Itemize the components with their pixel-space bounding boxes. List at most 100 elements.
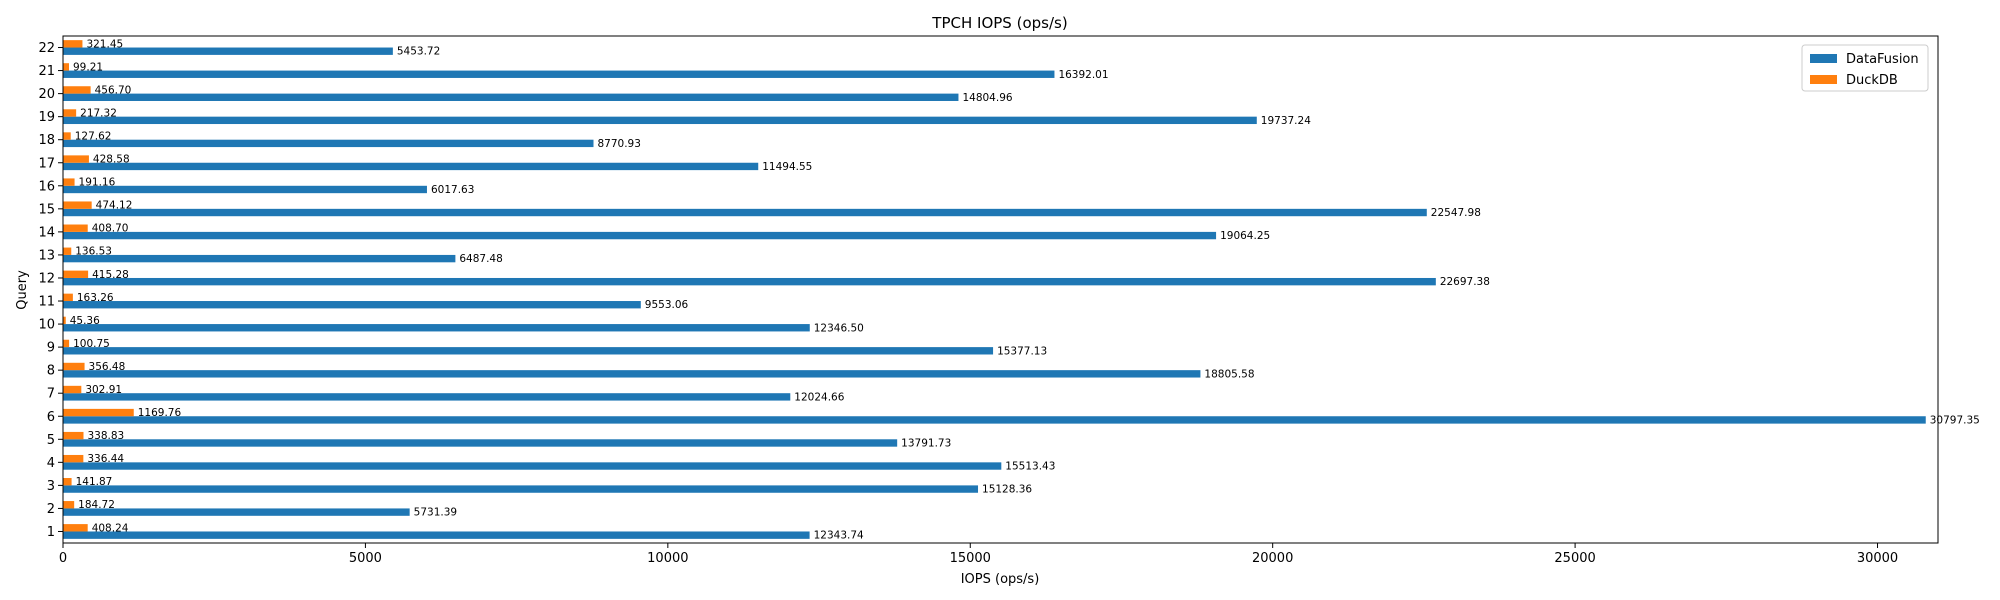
data-label-duckdb-q8: 356.48 bbox=[89, 361, 126, 373]
bar-duckdb-q10 bbox=[63, 316, 66, 325]
bar-duckdb-q19 bbox=[63, 109, 77, 117]
data-label-duckdb-q10: 45.36 bbox=[70, 315, 100, 327]
bar-datafusion-q15 bbox=[63, 208, 1427, 217]
x-tick-label-0: 0 bbox=[59, 551, 67, 566]
data-label-datafusion-q2: 5731.39 bbox=[414, 507, 457, 519]
data-label-datafusion-q16: 6017.63 bbox=[431, 184, 474, 196]
bar-datafusion-q2 bbox=[63, 508, 410, 516]
data-label-datafusion-q8: 18805.58 bbox=[1204, 368, 1254, 380]
y-tick-label-12: 12 bbox=[38, 271, 55, 286]
data-label-duckdb-q3: 141.87 bbox=[76, 476, 113, 488]
bar-duckdb-q17 bbox=[63, 155, 89, 163]
bar-datafusion-q1 bbox=[63, 531, 810, 539]
bar-duckdb-q5 bbox=[63, 431, 84, 440]
y-tick-label-2: 2 bbox=[47, 502, 55, 517]
data-label-datafusion-q17: 11494.55 bbox=[762, 161, 812, 173]
bar-datafusion-q6 bbox=[63, 416, 1926, 424]
y-tick-label-19: 19 bbox=[38, 110, 55, 125]
bar-datafusion-q18 bbox=[63, 139, 594, 148]
x-tick-label-10000: 10000 bbox=[647, 551, 688, 566]
data-label-duckdb-q9: 100.75 bbox=[73, 338, 110, 350]
data-label-datafusion-q7: 12024.66 bbox=[794, 391, 844, 403]
x-tick-label-5000: 5000 bbox=[349, 551, 382, 566]
bar-datafusion-q13 bbox=[63, 254, 456, 263]
data-label-duckdb-q20: 456.70 bbox=[95, 84, 132, 96]
bar-duckdb-q2 bbox=[63, 501, 75, 509]
data-label-duckdb-q15: 474.12 bbox=[96, 200, 133, 212]
y-tick-label-17: 17 bbox=[38, 156, 55, 171]
bar-datafusion-q20 bbox=[63, 93, 959, 101]
bar-duckdb-q12 bbox=[63, 270, 89, 278]
bar-duckdb-q9 bbox=[63, 339, 70, 348]
data-label-duckdb-q18: 127.62 bbox=[75, 131, 112, 143]
y-axis-label: Query bbox=[15, 270, 30, 310]
y-tick-label-1: 1 bbox=[47, 525, 55, 540]
data-label-datafusion-q5: 13791.73 bbox=[901, 437, 951, 449]
data-label-datafusion-q21: 16392.01 bbox=[1058, 69, 1108, 81]
bar-duckdb-q7 bbox=[63, 385, 82, 394]
data-label-datafusion-q19: 19737.24 bbox=[1261, 115, 1311, 127]
bar-duckdb-q8 bbox=[63, 362, 85, 371]
data-label-duckdb-q16: 191.16 bbox=[79, 177, 116, 189]
data-label-datafusion-q4: 15513.43 bbox=[1005, 461, 1055, 473]
data-label-datafusion-q6: 30797.35 bbox=[1930, 414, 1980, 426]
bar-datafusion-q3 bbox=[63, 485, 979, 493]
bar-datafusion-q14 bbox=[63, 231, 1217, 240]
bar-datafusion-q12 bbox=[63, 277, 1436, 286]
y-tick-label-20: 20 bbox=[38, 87, 55, 102]
data-label-duckdb-q7: 302.91 bbox=[85, 384, 122, 396]
data-label-datafusion-q12: 22697.38 bbox=[1440, 276, 1490, 288]
y-tick-label-21: 21 bbox=[38, 64, 55, 79]
bar-datafusion-q16 bbox=[63, 185, 427, 194]
bar-duckdb-q18 bbox=[63, 132, 71, 140]
bar-duckdb-q14 bbox=[63, 224, 88, 232]
bars-group bbox=[63, 40, 1926, 539]
y-tick-label-6: 6 bbox=[47, 410, 55, 425]
plot-frame bbox=[62, 35, 1939, 544]
bar-datafusion-q22 bbox=[63, 47, 393, 55]
data-label-datafusion-q13: 6487.48 bbox=[459, 253, 502, 265]
x-axis-label: IOPS (ops/s) bbox=[961, 572, 1040, 587]
data-label-datafusion-q9: 15377.13 bbox=[997, 345, 1047, 357]
y-tick-label-18: 18 bbox=[38, 133, 55, 148]
bar-duckdb-q11 bbox=[63, 293, 73, 302]
y-tick-label-7: 7 bbox=[47, 387, 55, 402]
bar-duckdb-q3 bbox=[63, 478, 72, 486]
data-label-duckdb-q14: 408.70 bbox=[92, 223, 129, 235]
bar-duckdb-q15 bbox=[63, 201, 92, 209]
legend-label-datafusion: DataFusion bbox=[1846, 52, 1919, 67]
bar-duckdb-q22 bbox=[63, 40, 83, 48]
bar-duckdb-q4 bbox=[63, 454, 84, 463]
y-tick-label-3: 3 bbox=[47, 479, 55, 494]
y-tick-label-8: 8 bbox=[47, 364, 55, 379]
data-label-duckdb-q4: 336.44 bbox=[87, 453, 124, 465]
data-label-datafusion-q11: 9553.06 bbox=[645, 299, 689, 311]
data-label-duckdb-q6: 1169.76 bbox=[138, 407, 182, 419]
bar-duckdb-q20 bbox=[63, 86, 91, 94]
data-label-datafusion-q3: 15128.36 bbox=[982, 484, 1032, 496]
bar-datafusion-q4 bbox=[63, 462, 1002, 470]
y-tick-label-5: 5 bbox=[47, 433, 55, 448]
data-label-datafusion-q14: 19064.25 bbox=[1220, 230, 1270, 242]
data-label-duckdb-q5: 338.83 bbox=[87, 430, 124, 442]
data-label-datafusion-q22: 5453.72 bbox=[397, 46, 440, 58]
bar-datafusion-q10 bbox=[63, 324, 810, 332]
bar-duckdb-q21 bbox=[63, 63, 70, 71]
y-tick-label-22: 22 bbox=[38, 41, 55, 56]
data-label-datafusion-q1: 12343.74 bbox=[814, 530, 864, 542]
bar-duckdb-q6 bbox=[63, 408, 134, 417]
data-label-datafusion-q15: 22547.98 bbox=[1431, 207, 1481, 219]
y-tick-label-13: 13 bbox=[38, 248, 55, 263]
y-tick-label-14: 14 bbox=[38, 225, 55, 240]
data-label-datafusion-q18: 8770.93 bbox=[597, 138, 640, 150]
data-label-duckdb-q2: 184.72 bbox=[78, 499, 115, 511]
bar-datafusion-q5 bbox=[63, 439, 898, 447]
bar-datafusion-q11 bbox=[63, 301, 641, 309]
y-tick-label-10: 10 bbox=[38, 318, 55, 333]
x-tick-label-15000: 15000 bbox=[950, 551, 991, 566]
data-label-duckdb-q12: 415.28 bbox=[92, 269, 129, 281]
legend-swatch-duckdb bbox=[1810, 75, 1837, 84]
bar-datafusion-q9 bbox=[63, 347, 994, 355]
